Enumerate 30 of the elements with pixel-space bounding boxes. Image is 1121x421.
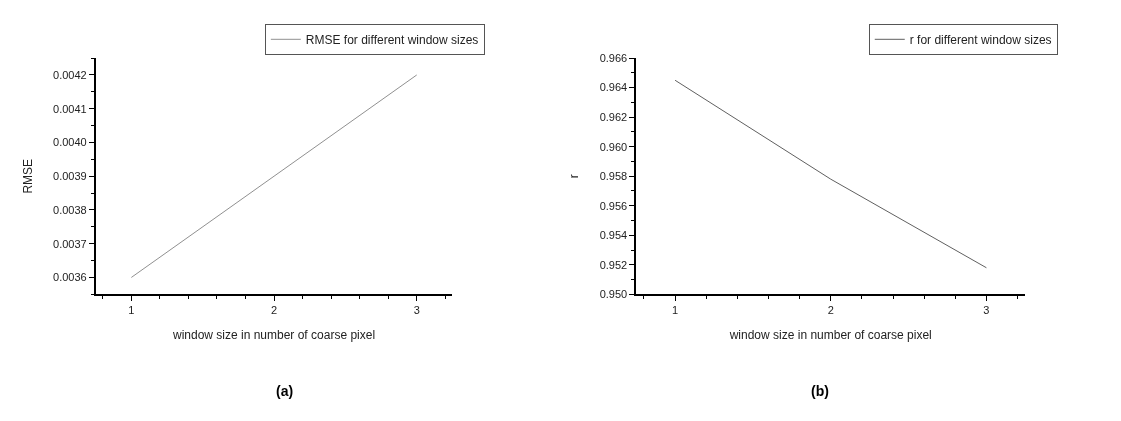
y-tick-label: 0.0039	[53, 170, 87, 183]
y-tick-label: 0.960	[599, 140, 628, 153]
x-tick-label: 1	[128, 304, 135, 317]
y-tick-label: 0.950	[599, 288, 628, 301]
y-tick-label: 0.966	[599, 51, 628, 64]
y-axis-title: r	[567, 174, 582, 179]
y-tick-label: 0.954	[599, 229, 628, 242]
x-axis-title: window size in number of coarse pixel	[728, 327, 932, 342]
x-tick-label: 2	[827, 304, 834, 317]
y-tick-label: 0.0042	[53, 68, 87, 81]
x-tick-label: 1	[672, 304, 679, 317]
y-axis-title: RMSE	[20, 158, 35, 194]
y-tick-label: 0.956	[599, 199, 628, 212]
y-tick-label: 0.958	[599, 170, 628, 183]
y-tick-label: 0.962	[599, 111, 628, 123]
x-tick-label: 3	[983, 304, 990, 317]
y-tick-label: 0.0040	[53, 136, 87, 149]
x-tick-label: 2	[270, 304, 278, 317]
x-tick-label: 3	[413, 304, 420, 317]
y-tick-label: 0.0036	[53, 271, 87, 284]
legend-label: r for different window sizes	[909, 32, 1052, 47]
y-tick-label: 0.0038	[53, 203, 87, 216]
x-axis-title: window size in number of coarse pixel	[171, 327, 376, 342]
y-tick-label: 0.964	[599, 81, 628, 94]
y-tick-label: 0.0041	[53, 102, 87, 115]
text: (a)	[276, 383, 294, 399]
y-tick-label: 0.0037	[53, 237, 87, 250]
legend-label: RMSE for different window sizes	[305, 32, 479, 47]
y-tick-label: 0.952	[599, 258, 628, 271]
text: (b)	[811, 383, 829, 399]
